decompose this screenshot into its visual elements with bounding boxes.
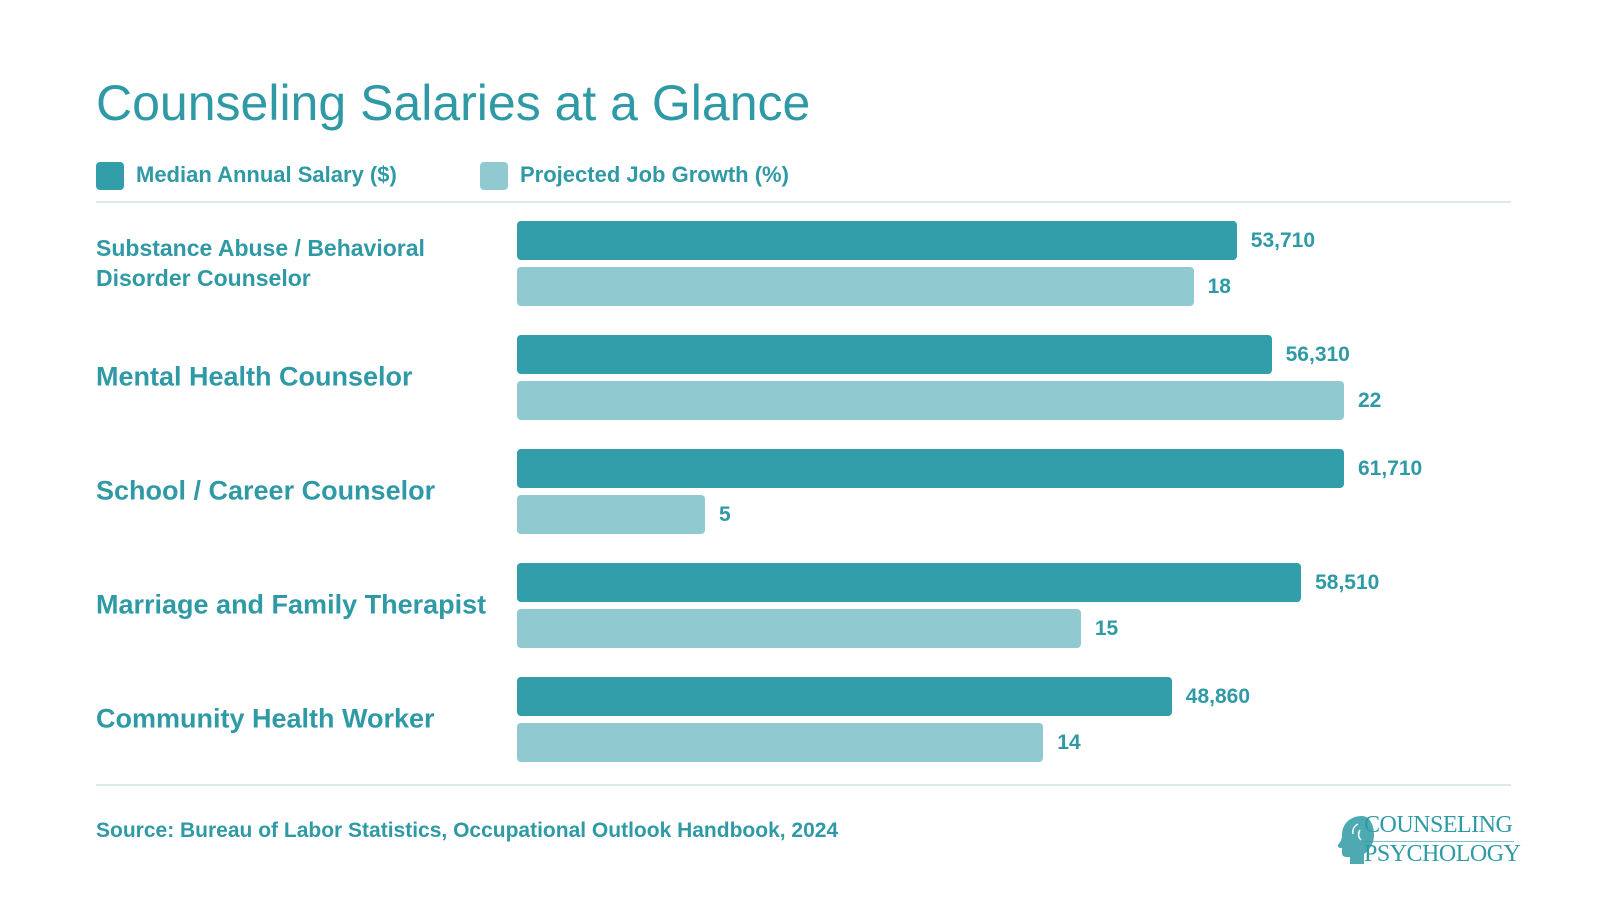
legend-label-salary: Median Annual Salary ($) xyxy=(136,162,397,187)
category-label-school-career: School / Career Counselor xyxy=(96,475,436,506)
growth-value-label-substance-abuse: 18 xyxy=(1207,275,1231,298)
growth-value-label-school-career: 5 xyxy=(718,503,731,526)
growth-bar-substance-abuse xyxy=(517,267,1194,306)
chart-title: Counseling Salaries at a Glance xyxy=(96,75,811,131)
growth-bar-marriage-family xyxy=(517,609,1081,648)
category-label-community-health: Community Health Worker xyxy=(96,703,435,734)
growth-bar-school-career xyxy=(517,495,705,534)
legend: Median Annual Salary ($) Projected Job G… xyxy=(96,160,996,190)
salary-bar-marriage-family xyxy=(517,563,1302,602)
logo-text-counseling: COUNSELING xyxy=(1364,812,1513,838)
growth-value-label-marriage-family: 15 xyxy=(1094,617,1119,640)
growth-value-label-mental-health: 22 xyxy=(1358,389,1382,412)
salary-bar-school-career xyxy=(517,449,1344,488)
salary-value-label-mental-health: 56,310 xyxy=(1285,343,1350,366)
salary-bar-community-health xyxy=(517,677,1172,716)
salary-value-label-school-career: 61,710 xyxy=(1358,457,1423,480)
category-label-substance-abuse: Substance Abuse / Behavioral Disorder Co… xyxy=(96,235,425,291)
growth-bar-community-health xyxy=(517,723,1044,762)
legend-swatch-salary xyxy=(96,162,124,190)
salary-value-label-community-health: 48,860 xyxy=(1185,685,1251,708)
category-label-marriage-family: Marriage and Family Therapist xyxy=(96,589,487,620)
salary-value-label-substance-abuse: 53,710 xyxy=(1250,229,1316,252)
salary-bar-mental-health xyxy=(517,335,1272,374)
bottom-divider xyxy=(96,784,1511,786)
top-divider xyxy=(96,201,1511,203)
legend-label-growth: Projected Job Growth (%) xyxy=(520,162,789,187)
source-note: Source: Bureau of Labor Statistics, Occu… xyxy=(96,819,839,842)
head-profile-icon xyxy=(1337,816,1374,864)
growth-value-label-community-health: 14 xyxy=(1057,731,1081,754)
growth-bar-mental-health xyxy=(517,381,1344,420)
category-label-mental-health: Mental Health Counselor xyxy=(96,361,413,392)
salary-bar-substance-abuse xyxy=(517,221,1237,260)
legend-swatch-growth xyxy=(480,162,508,190)
logo: COUNSELING PSYCHOLOGY xyxy=(1336,812,1521,870)
logo-text-psychology: PSYCHOLOGY xyxy=(1364,841,1521,867)
logo-divider xyxy=(1364,841,1514,842)
salary-value-label-marriage-family: 58,510 xyxy=(1315,571,1380,594)
